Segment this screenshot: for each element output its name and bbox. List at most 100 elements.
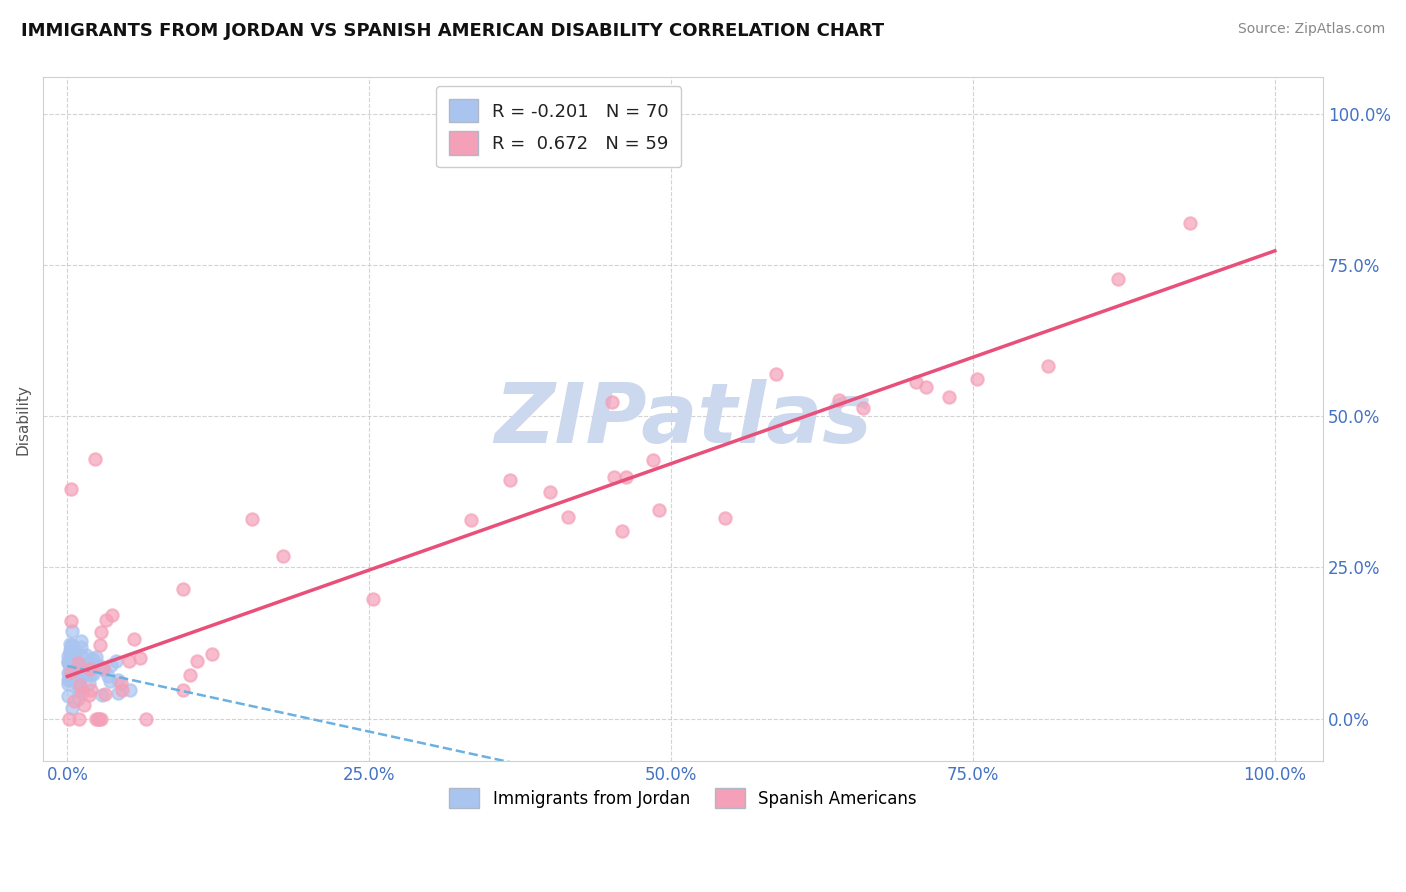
Point [179, 667, 201, 681]
Point [129, 651, 152, 665]
Point [82, 667, 104, 681]
Point [905, 375, 928, 389]
Point [77, 675, 100, 690]
Point [84, 451, 107, 466]
Point [86, 649, 108, 664]
Point [460, 513, 482, 527]
Point [62, 669, 84, 683]
Point [70, 663, 93, 677]
Point [60, 638, 83, 652]
Point [120, 683, 142, 698]
Point [648, 502, 671, 516]
Point [59, 665, 82, 679]
Point [124, 632, 146, 647]
Point [62, 661, 84, 675]
Point [713, 511, 735, 525]
Text: Source: ZipAtlas.com: Source: ZipAtlas.com [1237, 22, 1385, 37]
Point [73, 661, 96, 675]
Point [641, 453, 664, 467]
Point [499, 473, 522, 487]
Point [69, 678, 91, 692]
Point [69, 648, 91, 663]
Point [1107, 271, 1129, 285]
Point [97, 669, 120, 683]
Point [82, 652, 104, 666]
Point [66, 666, 89, 681]
Point [79, 683, 101, 698]
Point [79, 668, 101, 682]
Point [59, 646, 82, 660]
Point [89, 638, 111, 652]
Point [63, 660, 86, 674]
Point [111, 683, 134, 698]
Point [58, 656, 80, 670]
Point [87, 712, 110, 726]
Point [63, 694, 86, 708]
Point [56, 655, 79, 669]
Point [58, 648, 80, 663]
Point [59, 662, 82, 676]
Point [67, 656, 90, 670]
Point [79, 688, 101, 702]
Point [100, 674, 122, 689]
Point [557, 510, 579, 524]
Point [60, 657, 83, 671]
Point [60, 700, 83, 714]
Point [100, 657, 122, 672]
Point [852, 401, 875, 415]
Point [66, 665, 89, 680]
Point [69, 665, 91, 680]
Point [63, 648, 86, 663]
Point [59, 673, 82, 688]
Point [70, 640, 93, 654]
Point [938, 390, 960, 404]
Point [271, 549, 294, 564]
Point [172, 582, 194, 596]
Point [86, 712, 108, 726]
Point [1036, 359, 1059, 373]
Point [69, 633, 91, 648]
Point [62, 656, 84, 670]
Point [59, 665, 82, 680]
Point [100, 608, 122, 623]
Point [614, 470, 637, 484]
Point [75, 665, 97, 680]
Point [80, 652, 103, 666]
Point [363, 591, 385, 606]
Point [90, 712, 112, 726]
Point [79, 662, 101, 676]
Point [72, 658, 94, 673]
Point [66, 692, 89, 706]
Point [58, 653, 80, 667]
Point [62, 657, 84, 671]
Point [1180, 216, 1202, 230]
Point [87, 712, 110, 726]
Point [60, 624, 83, 638]
Text: ZIPatlas: ZIPatlas [495, 379, 872, 459]
Point [105, 654, 128, 668]
Point [135, 712, 157, 726]
Y-axis label: Disability: Disability [15, 384, 30, 455]
Point [201, 647, 224, 661]
Point [172, 683, 194, 698]
Point [56, 690, 79, 704]
Point [538, 484, 561, 499]
Point [915, 380, 938, 394]
Point [603, 469, 626, 483]
Point [59, 668, 82, 682]
Point [56, 677, 79, 691]
Point [94, 613, 117, 627]
Point [89, 659, 111, 673]
Point [610, 524, 633, 539]
Point [90, 624, 112, 639]
Text: IMMIGRANTS FROM JORDAN VS SPANISH AMERICAN DISABILITY CORRELATION CHART: IMMIGRANTS FROM JORDAN VS SPANISH AMERIC… [21, 22, 884, 40]
Point [59, 662, 82, 676]
Point [59, 640, 82, 655]
Point [828, 392, 851, 407]
Point [69, 669, 91, 683]
Point [58, 643, 80, 657]
Point [62, 662, 84, 676]
Point [67, 672, 90, 686]
Point [72, 686, 94, 700]
Point [60, 661, 83, 675]
